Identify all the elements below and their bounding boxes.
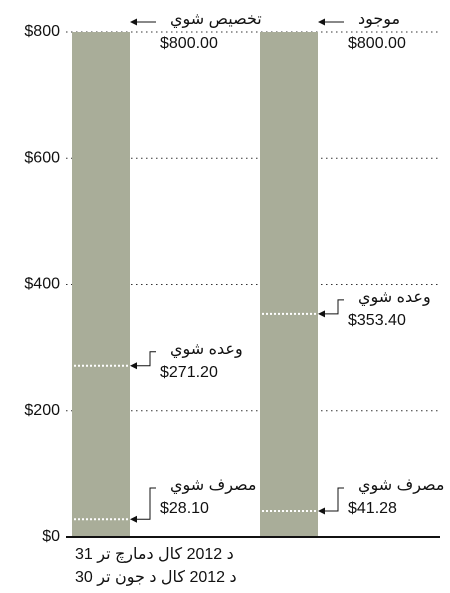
annotation-arrow-head	[130, 362, 137, 370]
y-tick-label: $400	[24, 276, 60, 293]
annotation-arrow	[134, 487, 156, 520]
marker-value: $353.40	[348, 312, 406, 329]
bar-total-value: $800.00	[348, 35, 406, 52]
bar-total-name: تخصیص شوي	[170, 11, 262, 29]
annotation-arrow	[322, 299, 344, 315]
bar-total-name: موجود	[358, 11, 400, 29]
y-tick-label: $800	[24, 23, 60, 40]
marker-value: $271.20	[160, 364, 218, 381]
y-tick-label: $600	[24, 149, 60, 166]
annotation-arrow-head	[318, 310, 325, 318]
marker-value: $41.28	[348, 500, 397, 517]
annotation-arrow-head	[130, 515, 137, 523]
annotation-arrow	[322, 487, 344, 512]
x-tick-label: د 2012 کال دمارچ تر 31	[75, 546, 234, 564]
y-tick-label: $0	[42, 528, 60, 545]
y-tick-label: $200	[24, 402, 60, 419]
marker-name: مصرف شوي	[170, 477, 257, 495]
x-tick-label: د 2012 کال د جون تر 30	[75, 569, 237, 587]
marker-name: وعده شوي	[170, 341, 243, 359]
bar	[72, 32, 130, 537]
annotation-arrow-head	[130, 18, 137, 26]
marker-name: مصرف شوي	[358, 477, 445, 495]
bar	[260, 32, 318, 537]
annotation-arrow-head	[318, 507, 325, 515]
annotation-arrow-head	[318, 18, 325, 26]
marker-name: وعده شوي	[358, 289, 431, 307]
marker-value: $28.10	[160, 500, 209, 517]
bar-total-value: $800.00	[160, 35, 218, 52]
annotation-arrow	[134, 351, 156, 367]
